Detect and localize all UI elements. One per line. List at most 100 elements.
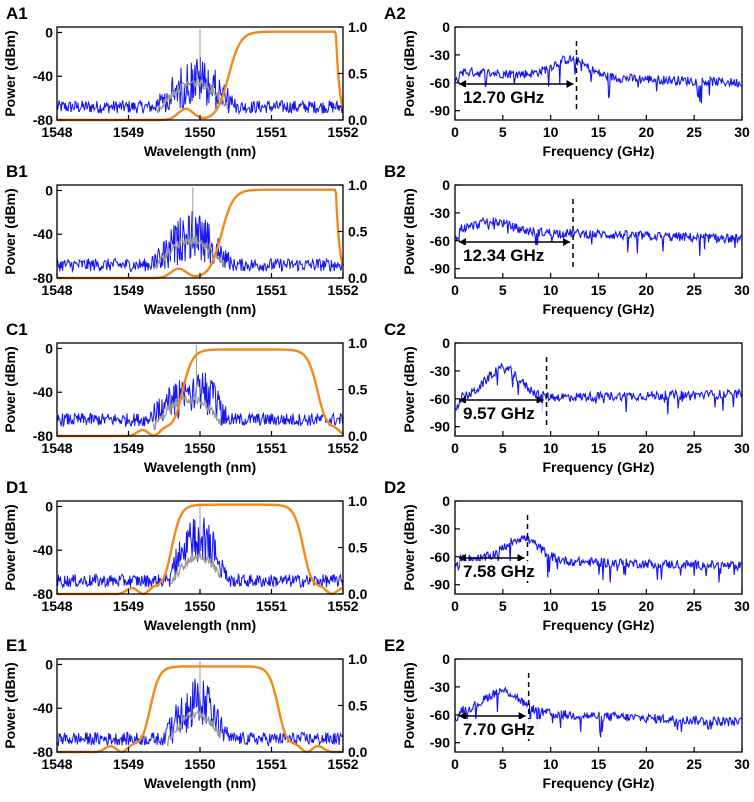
panel-b2-arrow-head-right [563, 238, 571, 246]
panel-b2-xtick-label: 25 [686, 282, 702, 298]
panel-d1-ytick-right-label: 0.0 [348, 586, 368, 602]
panel-c2-xlabel: Frequency (GHz) [542, 459, 654, 475]
panel-a1-spectrum-trace [56, 57, 344, 116]
panel-b1-xlabel: Wavelength (nm) [144, 301, 256, 317]
panel-e2-xtick-label: 0 [451, 756, 459, 772]
panel-b2-arrow-head-left [459, 238, 466, 246]
panel-b2-annotation-bg [460, 245, 553, 265]
panel-e2-xtick-label: 20 [639, 756, 655, 772]
panel-b1-ytick-right-label: 0.0 [348, 270, 368, 286]
panel-c1-ytick-right-label: 1.0 [348, 335, 368, 351]
panel-a2-ytick-label: -90 [430, 103, 450, 119]
panel-e2-xtick-label: 10 [543, 756, 559, 772]
panel-d2-ytick-label: 0 [442, 493, 450, 509]
panel-b2-xtick-label: 20 [639, 282, 655, 298]
panel-b1-xtick-label: 1552 [327, 282, 358, 298]
panel-c1-xtick-label: 1551 [256, 440, 287, 456]
panel-d2-rf-trace [454, 534, 742, 583]
panel-c1-ytick-label: -40 [33, 384, 53, 400]
panel-a2-ytick-label: -60 [430, 75, 450, 91]
panel-a1-xtick-label: 1548 [41, 124, 72, 140]
panel-c2-rf-trace [454, 362, 742, 415]
panel-b2-xtick-label: 10 [543, 282, 559, 298]
panel-e1-ytick-right-label: 0.5 [348, 698, 368, 714]
panel-c2-annotation-text: 9.57 GHz [463, 404, 535, 423]
panel-e2-xtick-label: 30 [734, 756, 750, 772]
panel-a2-arrow-head-right [566, 80, 574, 88]
panel-e2-ytick-label: -60 [430, 707, 450, 723]
panel-a1-xtick-label: 1550 [184, 124, 215, 140]
panel-e2-annotation-bg [460, 719, 543, 739]
panel-d2-xtick-label: 20 [639, 598, 655, 614]
panel-c1-xlabel: Wavelength (nm) [144, 459, 256, 475]
panel-a2-ytick-label: -30 [430, 47, 450, 63]
panel-e1-ytick-right-label: 0.0 [348, 744, 368, 760]
panel-e1-xtick-label: 1552 [327, 756, 358, 772]
panel-b2-label: B2 [384, 162, 406, 181]
panel-e1-xtick-label: 1551 [256, 756, 287, 772]
panel-d1-ytick-label: -80 [33, 586, 53, 602]
panel-c2-ytick-label: -90 [430, 419, 450, 435]
panel-b1-xtick-label: 1550 [184, 282, 215, 298]
panel-a1-residual-trace [156, 77, 229, 114]
panel-d2-annotation-text: 7.58 GHz [463, 562, 535, 581]
panel-a2-xtick-label: 0 [451, 124, 459, 140]
panel-c1-xtick-label: 1548 [41, 440, 72, 456]
panel-e1-xtick-label: 1548 [41, 756, 72, 772]
panel-a1-ytick-label: 0 [45, 24, 53, 40]
panel-a2-xtick-label: 15 [591, 124, 607, 140]
panel-e1-ytick-label: -80 [33, 744, 53, 760]
panel-b1-filter-curve [57, 188, 345, 280]
panel-a2-annotation-bg [460, 87, 553, 107]
panel-a1-xtick-label: 1551 [256, 124, 287, 140]
panel-b2-xlabel: Frequency (GHz) [542, 301, 654, 317]
panel-c2-arrow-head-right [536, 396, 544, 404]
panel-c1-ytick-right-label: 0.5 [348, 382, 368, 398]
panel-a1-label: A1 [6, 4, 28, 23]
panel-b1-ytick-label: 0 [45, 182, 53, 198]
panel-c1-label: C1 [6, 320, 28, 339]
panel-b2-ytick-label: -30 [430, 205, 450, 221]
panel-d2-arrow-head-right [517, 554, 525, 562]
panel-d1-ytick-label: -40 [33, 542, 53, 558]
panel-b2-annotation-text: 12.34 GHz [463, 246, 544, 265]
panel-a1-ytick-right-label: 0.5 [348, 66, 368, 82]
panel-c2-xtick-label: 5 [499, 440, 507, 456]
panel-c1-ytick-label: -80 [33, 428, 53, 444]
panel-b1-ytick-right-label: 0.5 [348, 224, 368, 240]
panel-a1-ytick-label: -80 [33, 112, 53, 128]
panel-a2-ylabel: Power (dBm) [401, 30, 417, 116]
panel-e1-ytick-label: 0 [45, 656, 53, 672]
panel-e1-ytick-label: -40 [33, 700, 53, 716]
panel-a1-xtick-label: 1552 [327, 124, 358, 140]
panel-d2-ylabel: Power (dBm) [401, 504, 417, 590]
panel-b2-xtick-label: 0 [451, 282, 459, 298]
panel-e2-xtick-label: 5 [499, 756, 507, 772]
panel-a2-rf-trace [454, 55, 742, 104]
panel-d2-xtick-label: 0 [451, 598, 459, 614]
panel-a1-xtick-label: 1549 [113, 124, 144, 140]
panel-a2-xtick-label: 5 [499, 124, 507, 140]
panel-a1-ylabel: Power (dBm) [2, 30, 18, 116]
panel-a1-ytick-label: -40 [33, 68, 53, 84]
panel-b1-xtick-label: 1549 [113, 282, 144, 298]
panel-d1-xlabel: Wavelength (nm) [144, 617, 256, 633]
panel-d1-xtick-label: 1548 [41, 598, 72, 614]
panel-a2-xtick-label: 20 [639, 124, 655, 140]
panel-b1-xtick-label: 1548 [41, 282, 72, 298]
panel-c2-arrow-head-left [459, 396, 466, 404]
panel-a1-ytick-right-label: 1.0 [348, 19, 368, 35]
panel-d2-annotation-bg [460, 561, 543, 581]
panel-d2-label: D2 [384, 478, 406, 497]
panel-c2-xtick-label: 15 [591, 440, 607, 456]
panel-e2-ytick-label: -90 [430, 735, 450, 751]
panel-e2-arrow-head-left [459, 712, 466, 720]
panel-d2-xtick-label: 10 [543, 598, 559, 614]
panel-b2-xtick-label: 15 [591, 282, 607, 298]
panel-d1-ytick-right-label: 1.0 [348, 493, 368, 509]
panel-b2-rf-trace [454, 216, 742, 256]
panel-d1-label: D1 [6, 478, 28, 497]
panel-c2-xtick-label: 10 [543, 440, 559, 456]
panel-c2-annotation-bg [460, 403, 543, 423]
